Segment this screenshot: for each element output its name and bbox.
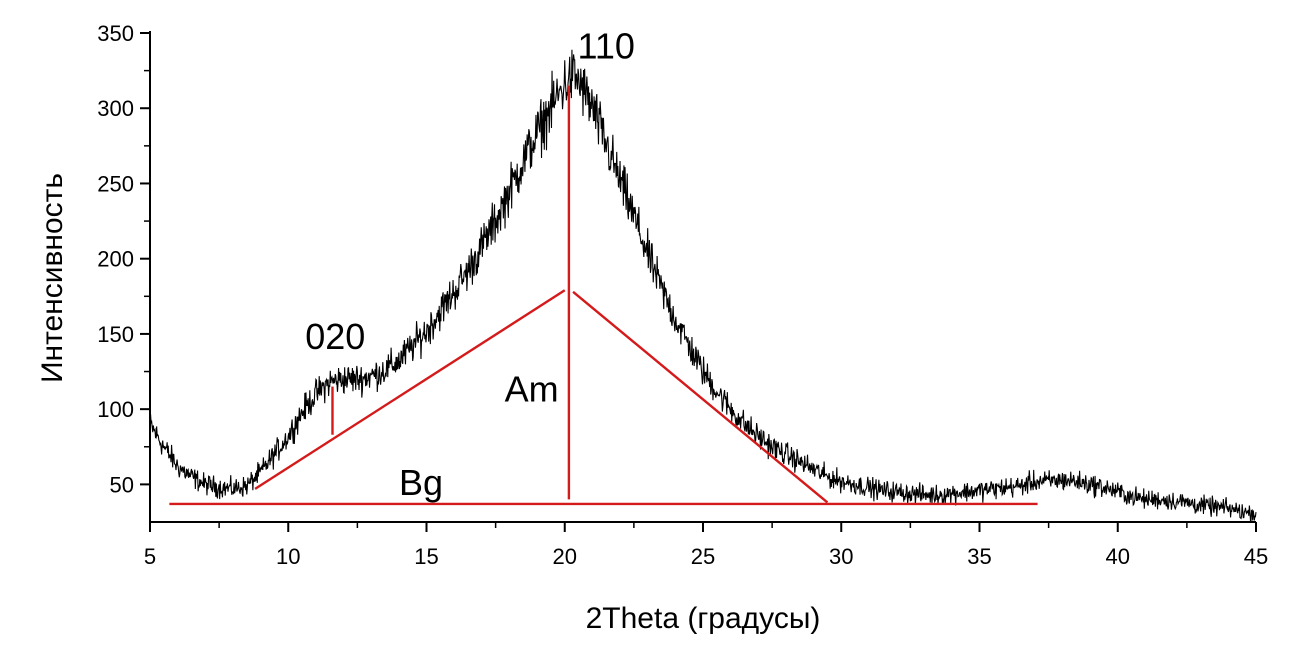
annotation-line [572, 290, 829, 504]
y-tick-label: 350 [97, 21, 134, 46]
y-tick-label: 300 [97, 96, 134, 121]
y-tick-label: 150 [97, 322, 134, 347]
x-tick-label: 10 [276, 544, 300, 569]
tick-labels: 5 10 15 20 25 30 35 40 45 50 100 150 200 250 300 350 [97, 21, 1268, 569]
x-tick-label: 40 [1106, 544, 1130, 569]
x-tick-label: 25 [691, 544, 715, 569]
y-tick-label: 100 [97, 397, 134, 422]
annotation-line [254, 289, 566, 490]
y-axis-title: Интенсивность [36, 173, 69, 383]
annotation-label: 110 [578, 26, 635, 67]
x-tick-label: 20 [553, 544, 577, 569]
x-tick-label: 30 [829, 544, 853, 569]
x-tick-label: 45 [1244, 544, 1268, 569]
annotation-label: 020 [305, 316, 365, 357]
annotation-label: Bg [399, 462, 443, 503]
annotations: 020 110 Am Bg [305, 26, 635, 503]
y-tick-label: 200 [97, 247, 134, 272]
annotation-label: Am [505, 369, 559, 410]
axes [149, 31, 1256, 523]
x-axis-title: 2Theta (градусы) [586, 602, 821, 635]
x-tick-label: 15 [414, 544, 438, 569]
series-line [149, 49, 1257, 522]
x-tick-label: 5 [144, 544, 156, 569]
tick-marks [140, 32, 1257, 532]
plot-lines [149, 49, 1257, 522]
y-tick-label: 250 [97, 171, 134, 196]
y-tick-label: 50 [110, 472, 134, 497]
x-tick-label: 35 [967, 544, 991, 569]
